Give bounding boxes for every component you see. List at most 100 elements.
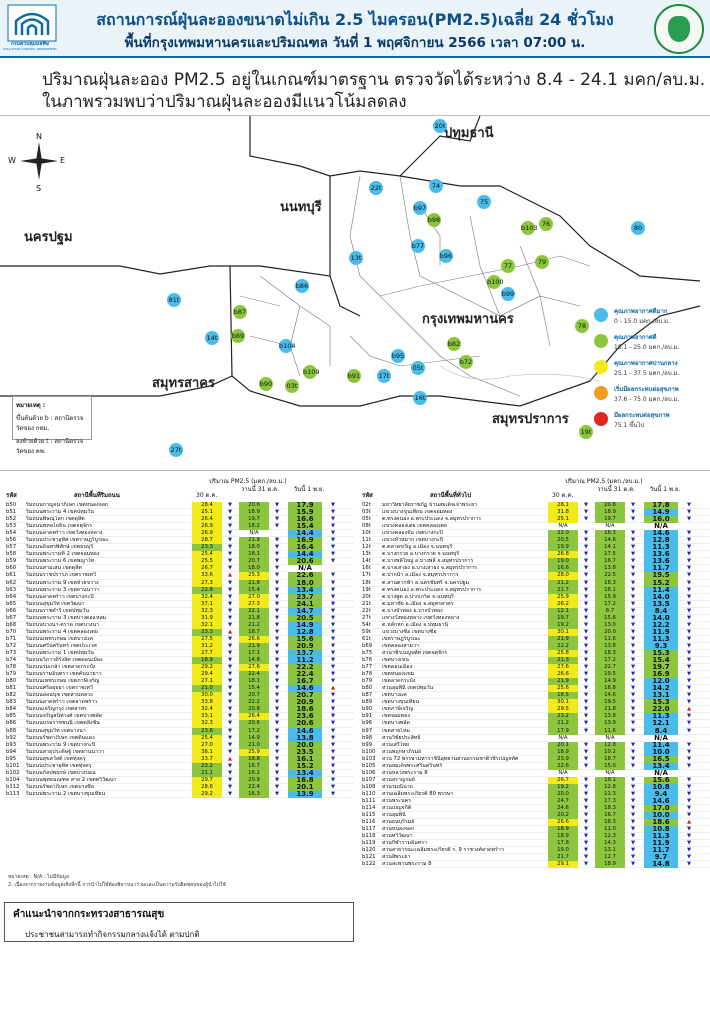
station-marker[interactable]: 75 [477,195,491,209]
value-day1: 31.8 [548,509,578,517]
value-today: 16.5 [644,755,678,763]
trend-down-icon: ▼ [583,621,589,628]
station-code: 17t [362,572,371,579]
compass-icon: N S E W [8,132,66,193]
station-marker[interactable]: 81t [167,293,181,307]
station-marker[interactable]: b91 [347,369,361,383]
trend-down-icon: ▼ [274,600,280,607]
value-today: 15.6 [288,635,322,643]
station-marker[interactable]: b100 [487,275,504,289]
station-name: แขวงคลองเตย เขตคลองเตย [382,523,447,530]
table-row: b99 สวนเสรีไทย 20.1 12.8 11.4 ▼ ▼ ▼ [360,741,710,749]
trend-down-icon: ▼ [274,713,280,720]
station-code: b104 [6,776,20,783]
station-marker[interactable]: b86 [295,279,309,293]
station-marker[interactable]: b104 [279,339,296,353]
trend-down-icon: ▼ [630,819,636,826]
trend-down-icon: ▼ [630,572,636,579]
station-marker[interactable]: 74 [429,179,443,193]
station-name: เขตบางขุนเทียน [382,699,420,706]
trend-down-icon: ▼ [686,558,692,565]
station-code: b62 [6,579,17,586]
station-marker[interactable]: b87 [233,305,247,319]
trend-down-icon: ▼ [686,741,692,748]
station-marker[interactable]: 03t [285,379,299,393]
station-marker[interactable]: b72 [459,355,473,369]
station-code: 27t [362,614,371,621]
station-marker[interactable]: 27t [169,443,183,457]
value-today: 16.0 [644,516,678,524]
station-marker[interactable]: 77 [501,259,515,273]
table-row: b79 ริมถนนรามอินทรา เขตคันนายาว 29.4 22.4 22… [4,671,354,679]
trend-up-icon: ▲ [686,706,692,713]
station-marker[interactable]: 22t [369,181,383,195]
station-code: b103 [362,755,376,762]
table-row: b85 ริมถนนจรัญสนิทวงศ์ เขตบางพลัด 33.1 26.4… [4,713,354,721]
value-today: 23.6 [288,713,322,721]
station-marker[interactable]: b77 [411,239,425,253]
station-marker[interactable]: b98 [427,213,441,227]
trend-down-icon: ▼ [274,755,280,762]
station-code: b94 [6,748,17,755]
station-code: b51 [6,509,17,516]
value-day2: 26.4 [239,713,269,721]
trend-down-icon: ▼ [330,551,336,558]
station-name: สวนทวีวัฒนา [382,833,413,840]
station-marker[interactable]: 14t [205,331,219,345]
station-name: ต.มหาชัย อ.เมือง จ.สมุทรสาคร [382,600,454,607]
trend-down-icon: ▼ [227,685,233,692]
station-marker[interactable]: 13t [349,251,363,265]
trend-down-icon: ▼ [686,671,692,678]
station-marker[interactable]: 78 [575,319,589,333]
station-code: b110 [362,790,376,797]
value-day2: 18.7 [239,628,269,636]
trend-down-icon: ▼ [630,649,636,656]
station-marker[interactable]: b95 [391,349,405,363]
station-marker[interactable]: 20t [433,119,447,133]
value-today: 10.8 [644,826,678,834]
value-day2: 18.0 [239,544,269,552]
legend-item: มีผลกระทบต่อสุขภาพ 75.1 ขึ้นไป [594,410,704,436]
value-day1: 27.6 [548,664,578,672]
value-day2: 17.2 [595,657,625,665]
trend-down-icon: ▼ [330,530,336,537]
station-name: ริมถนนสุขุมวิท เขตวัฒนา [26,600,85,607]
station-marker[interactable]: b99 [501,287,515,301]
station-marker[interactable]: b89 [231,329,245,343]
station-marker[interactable]: 79 [535,255,549,269]
station-marker[interactable]: b97 [413,201,427,215]
table-row: b65 ริมถนนสุขุมวิท เขตวัฒนา 37.1 27.3 24.1 ▼ ▼… [4,600,354,608]
province-samutprakan: สมุทรปราการ [492,412,569,427]
trend-down-icon: ▼ [583,502,589,508]
table-header: ปริมาณ PM2.5 (มคก./ลบ.ม.) รหัส สถานีพื้น… [362,478,681,499]
value-today: 20.9 [288,642,322,650]
value-day2: 13.8 [595,713,625,721]
station-marker[interactable]: b96 [439,249,453,263]
station-marker[interactable]: b90 [259,377,273,391]
station-marker[interactable]: 16t [413,391,427,405]
station-marker[interactable]: 19t [579,425,593,439]
value-day1: 30.1 [548,628,578,636]
table-note: หมายเหตุ : N/A : ไม่มีข้อมูล 2. เนื่องจา… [8,874,226,888]
trend-down-icon: ▼ [583,840,589,847]
station-marker[interactable]: b82 [447,337,461,351]
value-day1: 21.7 [548,854,578,862]
station-code: b114 [362,805,376,812]
station-marker[interactable]: 76 [539,217,553,231]
trend-down-icon: ▼ [330,727,336,734]
station-name: เขตราษฎร์บูรณะ [382,635,421,642]
trend-down-icon: ▼ [630,607,636,614]
station-name: เขตบางแค [382,692,407,699]
station-marker[interactable]: b109 [303,365,320,379]
province-bangkok: กรุงเทพมหานคร [422,312,514,327]
station-marker[interactable]: 80 [631,221,645,235]
trend-down-icon: ▼ [686,614,692,621]
trend-down-icon: ▼ [583,713,589,720]
station-marker[interactable]: 17t [377,369,391,383]
station-name: เขตดอนเมือง [382,664,413,671]
trend-down-icon: ▼ [583,797,589,804]
station-marker[interactable]: b103 [521,221,538,235]
trend-down-icon: ▼ [330,790,336,797]
station-marker[interactable]: 05t [411,361,425,375]
value-day1: 19.0 [548,558,578,566]
